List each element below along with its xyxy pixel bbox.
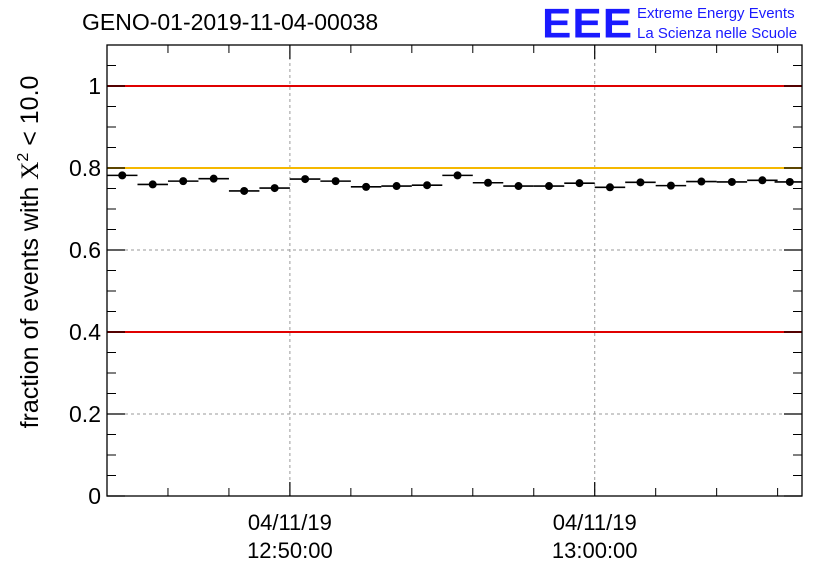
y-tick-label: 1 <box>88 73 101 99</box>
data-point <box>270 184 279 193</box>
y-tick-label: 0.8 <box>69 155 101 181</box>
data-point <box>331 177 340 186</box>
x-tick-date: 04/11/19 <box>248 510 332 535</box>
data-point <box>666 181 675 190</box>
data-point <box>423 181 432 190</box>
data-point <box>240 186 249 195</box>
y-tick-label: 0.2 <box>69 401 101 427</box>
data-point <box>697 177 706 186</box>
data-point <box>362 182 371 191</box>
data-point <box>785 177 794 186</box>
data-point <box>605 183 614 192</box>
data-point <box>209 174 218 183</box>
y-tick-label: 0.4 <box>69 319 101 345</box>
reference-lines <box>107 85 802 333</box>
chart-title: GENO-01-2019-11-04-00038 <box>82 9 379 35</box>
data-point <box>392 182 401 191</box>
data-point <box>727 177 736 186</box>
data-point <box>544 182 553 191</box>
data-point <box>453 171 462 180</box>
data-point <box>179 177 188 186</box>
data-point <box>148 180 157 189</box>
y-tick-label: 0.6 <box>69 237 101 263</box>
plot-frame <box>106 44 803 497</box>
data-point <box>118 171 127 180</box>
y-axis-label: fraction of events with X2 < 10.0 <box>15 76 44 429</box>
x-tick-date: 04/11/19 <box>553 510 637 535</box>
data-point <box>484 178 493 187</box>
y-tick-label: 0 <box>88 483 101 509</box>
axis-ticks <box>106 45 802 497</box>
x-tick-time: 13:00:00 <box>552 538 638 563</box>
data-points <box>107 171 802 195</box>
logo-subtitle-2: La Scienza nelle Scuole <box>637 25 798 42</box>
tick-labels: 0 0.2 0.4 0.6 0.8 1 04/11/19 12:50:00 04/11/19 13… <box>69 73 638 563</box>
data-point <box>758 176 767 185</box>
x-tick-time: 12:50:00 <box>247 538 333 563</box>
data-point <box>301 175 310 184</box>
data-point <box>575 179 584 188</box>
eee-logo: EEE <box>542 0 634 47</box>
data-point <box>636 178 645 187</box>
data-point <box>514 182 523 191</box>
grid-lines <box>107 45 802 496</box>
logo-subtitle-1: Extreme Energy Events <box>637 5 795 22</box>
